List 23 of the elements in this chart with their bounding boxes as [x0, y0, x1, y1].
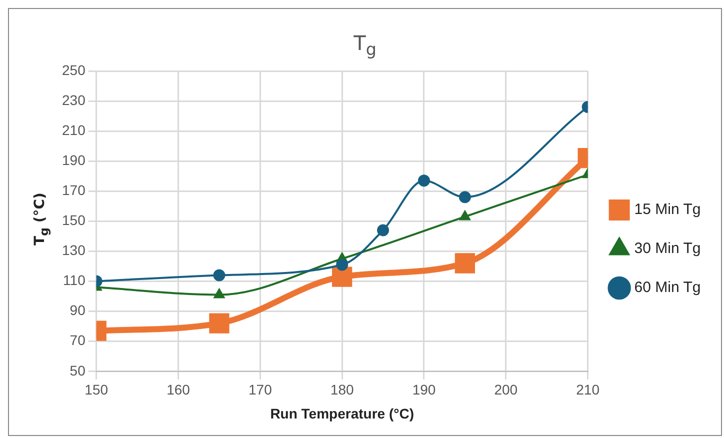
x-tick-label: 190	[412, 382, 436, 398]
legend-label: 60 Min Tg	[634, 279, 701, 296]
y-tick-label: 210	[62, 122, 86, 138]
y-tick-label: 170	[62, 182, 86, 198]
y-tick-label: 150	[62, 212, 86, 228]
y-tick-label: 130	[62, 242, 86, 258]
y-tick-label: 90	[70, 302, 86, 318]
legend-label: 30 Min Tg	[634, 240, 701, 258]
y-tick-label: 230	[62, 92, 86, 108]
y-tick-label: 70	[70, 332, 86, 348]
x-tick-label: 170	[248, 382, 272, 398]
y-tick-label: 50	[70, 362, 86, 378]
legend-label: 15 Min Tg	[634, 201, 701, 218]
y-tick-label: 250	[62, 62, 86, 78]
y-tick-label: 110	[63, 272, 86, 288]
x-tick-label: 150	[84, 382, 108, 398]
chart-title: T$_{g}$	[352, 31, 378, 59]
x-tick-label: 210	[576, 382, 600, 398]
x-tick-label: 160	[166, 382, 190, 398]
x-axis-title: Run Temperature (°C)	[270, 405, 414, 422]
x-tick-label: 180	[330, 382, 354, 398]
x-tick-label: 200	[494, 382, 518, 398]
y-tick-label: 190	[62, 152, 86, 168]
